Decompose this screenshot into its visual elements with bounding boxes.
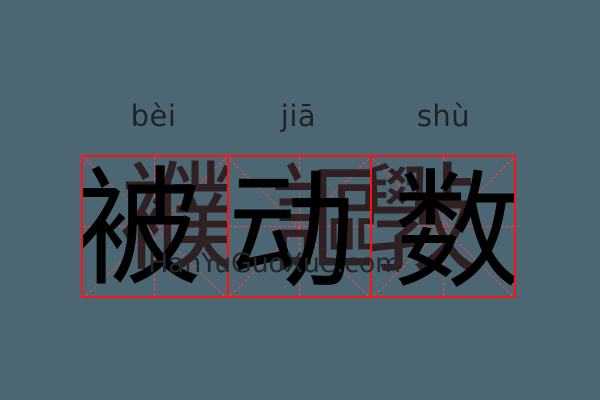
character-cell-2[interactable]: 謳 动 [226, 157, 371, 296]
character-grid: 襥 被 謳 动 斅 数 [81, 155, 516, 298]
character-cell-3[interactable]: 斅 数 [370, 157, 514, 296]
character-glyph-1: 被 [83, 157, 202, 296]
pinyin-syllable-1: bèi [130, 99, 177, 133]
character-glyph-ghost-3: 斅 [370, 157, 478, 289]
character-glyph-3: 数 [393, 157, 514, 296]
pinyin-syllable-3: shù [416, 99, 471, 133]
character-glyph-ghost-2: 謳 [259, 157, 370, 290]
character-cell-1[interactable]: 襥 被 [83, 157, 227, 296]
character-glyph-ghost-1: 襥 [119, 157, 227, 288]
pinyin-syllable-2: jiā [280, 99, 317, 133]
character-glyph-2: 动 [227, 157, 356, 296]
pinyin-row: bèi jiā shù [81, 96, 516, 136]
